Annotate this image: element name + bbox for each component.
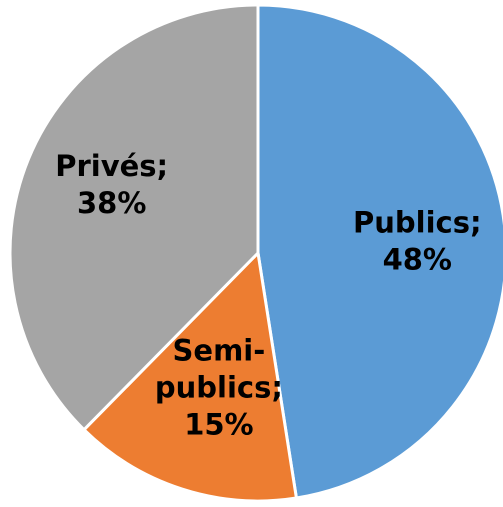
- pie-label-prives: Privés; 38%: [55, 149, 168, 220]
- pie-label-line: publics;: [155, 370, 283, 404]
- pie-label-line: Semi-: [173, 333, 266, 367]
- pie-label-line: 15%: [184, 407, 253, 441]
- pie-label-line: Privés;: [55, 149, 168, 183]
- labels-layer: Publics; 48% Semi-publics; 15% Privés; 38%: [55, 149, 481, 441]
- pie-slice-publics: [256, 3, 503, 500]
- pie-label-line: 48%: [383, 243, 452, 277]
- pie-slice-semi-publics: [82, 251, 298, 503]
- pie-label-publics: Publics; 48%: [353, 206, 482, 277]
- pie-label-line: Publics;: [353, 206, 482, 240]
- slices-layer: [8, 3, 503, 503]
- pie-slice-prives: [8, 3, 260, 432]
- pie-label-semi-publics: Semi-publics; 15%: [155, 333, 283, 441]
- pie-label-line: 38%: [77, 186, 146, 220]
